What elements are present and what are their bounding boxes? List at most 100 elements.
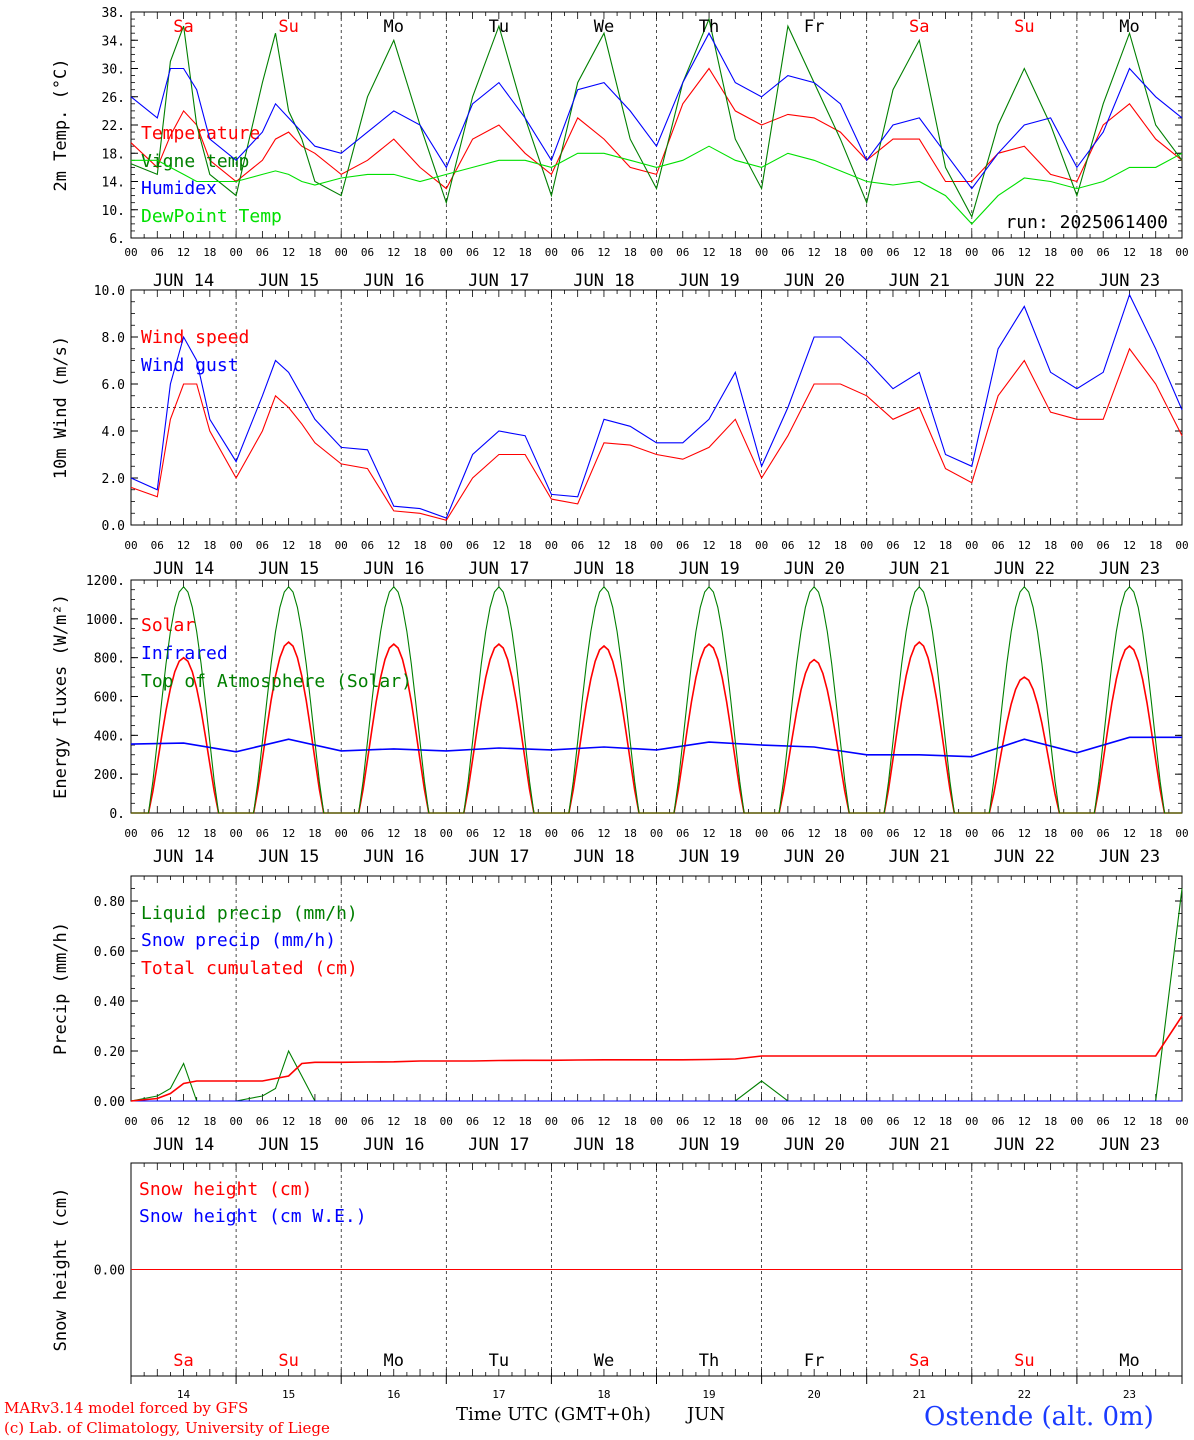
hour-tick-label: 00 xyxy=(965,539,978,552)
hour-tick-label: 00 xyxy=(860,1115,873,1128)
day-number-label: 16 xyxy=(387,1388,400,1401)
y-tick-label: 30. xyxy=(102,63,125,78)
hour-tick-label: 06 xyxy=(466,827,479,840)
weekday-label: Mo xyxy=(384,1351,404,1371)
date-label: JUN 16 xyxy=(363,559,424,579)
y-tick-label: 18. xyxy=(102,147,125,162)
hour-tick-label: 06 xyxy=(256,539,269,552)
hour-tick-label: 00 xyxy=(124,1115,137,1128)
model-note: MARv3.14 model forced by GFS xyxy=(4,1399,249,1417)
hour-tick-label: 00 xyxy=(755,827,768,840)
hour-tick-label: 00 xyxy=(335,246,348,259)
hour-tick-label: 18 xyxy=(1044,827,1057,840)
hour-tick-label: 00 xyxy=(1070,246,1083,259)
series-line-top-of-atmosphere-solar- xyxy=(131,585,1182,814)
hour-tick-label: 12 xyxy=(1018,246,1031,259)
weekday-label: Mo xyxy=(1119,1351,1139,1371)
hour-tick-label: 12 xyxy=(597,246,610,259)
y-tick-label: 10.0 xyxy=(94,284,125,299)
date-label: JUN 22 xyxy=(994,271,1055,291)
hour-tick-label: 00 xyxy=(860,827,873,840)
date-label: JUN 18 xyxy=(573,271,634,291)
series-line-wind-speed xyxy=(130,347,1183,521)
date-label: JUN 19 xyxy=(678,559,739,579)
hour-tick-label: 12 xyxy=(913,539,926,552)
weekday-label: Fr xyxy=(804,17,824,37)
hour-tick-label: 06 xyxy=(361,246,374,259)
hour-tick-label: 18 xyxy=(834,1115,847,1128)
hour-tick-label: 00 xyxy=(545,246,558,259)
hour-tick-label: 18 xyxy=(308,539,321,552)
date-label: JUN 19 xyxy=(678,847,739,867)
hour-tick-label: 12 xyxy=(282,246,295,259)
hour-tick-label: 12 xyxy=(387,246,400,259)
y-tick-label: 34. xyxy=(102,34,125,49)
hour-tick-label: 12 xyxy=(177,539,190,552)
date-label: JUN 14 xyxy=(153,1135,214,1155)
hour-tick-label: 00 xyxy=(440,246,453,259)
hour-tick-label: 00 xyxy=(545,827,558,840)
hour-tick-label: 18 xyxy=(1044,246,1057,259)
hour-tick-label: 12 xyxy=(177,827,190,840)
weekday-label: Sa xyxy=(173,1351,193,1371)
hour-tick-label: 12 xyxy=(282,827,295,840)
hour-tick-label: 18 xyxy=(624,1115,637,1128)
hour-tick-label: 18 xyxy=(834,539,847,552)
hour-tick-label: 12 xyxy=(702,539,715,552)
date-label: JUN 17 xyxy=(468,1135,529,1155)
hour-tick-label: 12 xyxy=(1018,539,1031,552)
hour-tick-label: 12 xyxy=(387,539,400,552)
hour-tick-label: 00 xyxy=(650,1115,663,1128)
date-label: JUN 22 xyxy=(994,559,1055,579)
weekday-label: Mo xyxy=(384,17,404,37)
date-label: JUN 20 xyxy=(783,847,844,867)
date-label: JUN 21 xyxy=(889,847,950,867)
series-line-humidex xyxy=(130,32,1183,190)
hour-tick-label: 06 xyxy=(256,1115,269,1128)
y-tick-label: 26. xyxy=(102,91,125,106)
y-tick-label: 6. xyxy=(109,232,125,247)
hour-tick-label: 18 xyxy=(413,246,426,259)
hour-tick-label: 06 xyxy=(781,246,794,259)
hour-tick-label: 00 xyxy=(860,246,873,259)
weekday-label: Fr xyxy=(804,1351,824,1371)
series-line-vigne-temp xyxy=(130,17,1183,219)
hour-tick-label: 00 xyxy=(1175,827,1188,840)
hour-tick-label: 12 xyxy=(282,1115,295,1128)
panel-4: 0.00 0.20 0.40 0.60 0.80 Precip (mm/h) Liquid … xyxy=(51,875,1189,1155)
hour-tick-label: 18 xyxy=(624,827,637,840)
y-axis-label: Energy fluxes (W/m²) xyxy=(51,594,71,799)
hour-tick-label: 18 xyxy=(203,827,216,840)
legend-entry: Vigne temp xyxy=(141,151,249,172)
hour-tick-label: 06 xyxy=(676,246,689,259)
hour-tick-label: 12 xyxy=(387,827,400,840)
hour-tick-label: 00 xyxy=(229,827,242,840)
weekday-label: We xyxy=(594,17,614,37)
y-axis-label: Precip (mm/h) xyxy=(51,922,71,1055)
hour-tick-label: 00 xyxy=(650,539,663,552)
legend-entry: DewPoint Temp xyxy=(141,206,282,227)
hour-tick-label: 00 xyxy=(229,246,242,259)
hour-tick-label: 18 xyxy=(729,539,742,552)
date-label: JUN 15 xyxy=(258,847,319,867)
hour-tick-label: 18 xyxy=(308,1115,321,1128)
series-line-total-cumulated-cm- xyxy=(130,1015,1183,1102)
hour-tick-label: 12 xyxy=(702,246,715,259)
hour-tick-label: 18 xyxy=(308,246,321,259)
xaxis-label: Time UTC (GMT+0h) xyxy=(456,1404,651,1425)
day-number-label: 19 xyxy=(702,1388,715,1401)
hour-tick-label: 06 xyxy=(571,246,584,259)
credit-note: (c) Lab. of Climatology, University of L… xyxy=(4,1419,330,1437)
hour-tick-label: 00 xyxy=(755,539,768,552)
day-number-label: 15 xyxy=(282,1388,295,1401)
day-number-label: 21 xyxy=(913,1388,926,1401)
hour-tick-label: 06 xyxy=(256,827,269,840)
hour-tick-label: 18 xyxy=(1149,246,1162,259)
date-label: JUN 17 xyxy=(468,559,529,579)
y-tick-label: 2.0 xyxy=(102,472,125,487)
hour-tick-label: 12 xyxy=(492,827,505,840)
legend-entry: Total cumulated (cm) xyxy=(141,958,358,979)
y-tick-label: 0. xyxy=(109,807,125,822)
date-label: JUN 19 xyxy=(678,271,739,291)
